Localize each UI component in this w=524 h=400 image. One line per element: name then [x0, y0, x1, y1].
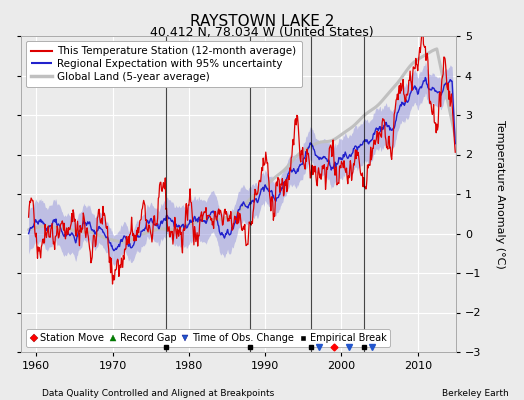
Text: Data Quality Controlled and Aligned at Breakpoints: Data Quality Controlled and Aligned at B…	[42, 389, 274, 398]
Y-axis label: Temperature Anomaly (°C): Temperature Anomaly (°C)	[495, 120, 505, 268]
Legend: Station Move, Record Gap, Time of Obs. Change, Empirical Break: Station Move, Record Gap, Time of Obs. C…	[26, 329, 390, 347]
Text: 40.412 N, 78.034 W (United States): 40.412 N, 78.034 W (United States)	[150, 26, 374, 39]
Text: RAYSTOWN LAKE 2: RAYSTOWN LAKE 2	[190, 14, 334, 29]
Text: Berkeley Earth: Berkeley Earth	[442, 389, 508, 398]
